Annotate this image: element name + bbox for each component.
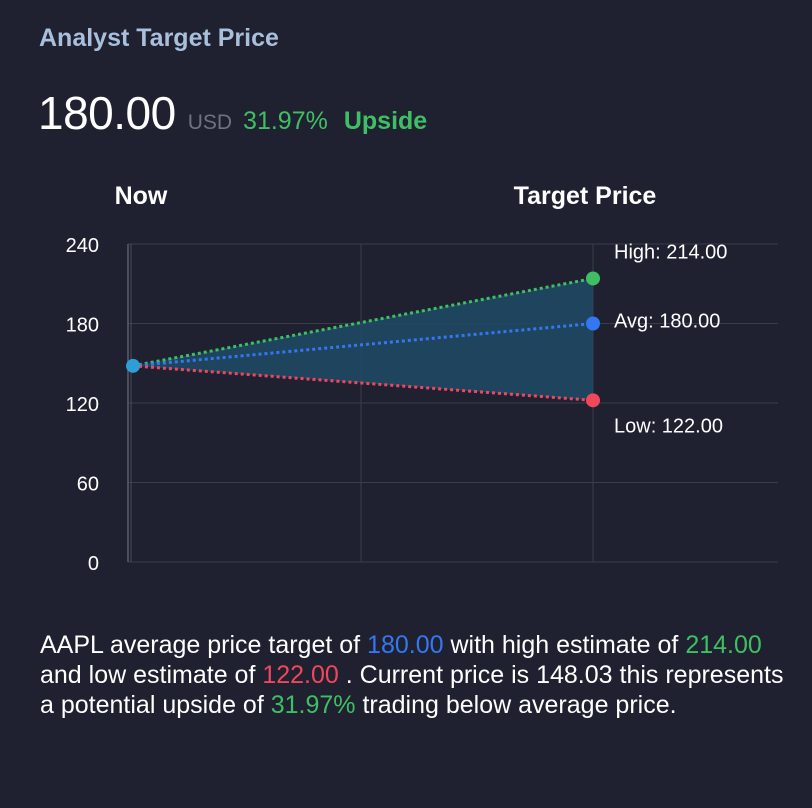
target-column-label: Target Price: [514, 182, 657, 210]
summary-high-value: 214.00: [685, 631, 762, 659]
upside-label: Upside: [343, 107, 428, 135]
upside-percent: 31.97%: [243, 107, 328, 135]
target-price-chart: 0 60 120 180 240 Now Target Price High: 214.00 A…: [66, 182, 778, 575]
low-target-point: [586, 393, 600, 408]
current-price-point: [126, 358, 140, 373]
high-target-point: [586, 271, 600, 286]
price-summary-row: 180.00 USD 31.97% Upside: [38, 86, 427, 140]
summary-outro: trading below average price.: [355, 691, 677, 719]
summary-current-price: . Current price is 148.03 this represent…: [40, 661, 784, 719]
target-price-value: 180.00: [38, 87, 176, 139]
low-series-line: [132, 364, 594, 402]
y-tick-label: 0: [88, 553, 99, 575]
high-target-label: High: 214.00: [614, 241, 727, 263]
y-tick-label: 180: [66, 315, 99, 337]
summary-avg-value: 180.00: [367, 631, 444, 659]
avg-target-label: Avg: 180.00: [614, 311, 720, 333]
widget-title: Analyst Target Price: [39, 24, 279, 52]
now-column-label: Now: [115, 182, 168, 210]
summary-text: AAPL average price target of 180.00 with…: [40, 630, 800, 720]
summary-high-intro: with high estimate of: [443, 631, 686, 659]
currency-label: USD: [187, 111, 233, 134]
low-target-label: Low: 122.00: [614, 415, 723, 437]
y-tick-label: 60: [77, 474, 99, 496]
avg-series-line: [132, 322, 594, 368]
summary-low-intro: and low estimate of: [40, 661, 263, 689]
summary-low-value: 122.00: [262, 661, 339, 689]
high-series-line: [132, 276, 594, 368]
avg-target-point: [586, 316, 600, 331]
y-tick-label: 120: [66, 394, 99, 416]
estimate-range-area: [133, 278, 593, 401]
y-tick-label: 240: [66, 235, 99, 257]
summary-upside-percent: 31.97%: [270, 691, 356, 719]
summary-intro: AAPL average price target of: [40, 631, 368, 659]
